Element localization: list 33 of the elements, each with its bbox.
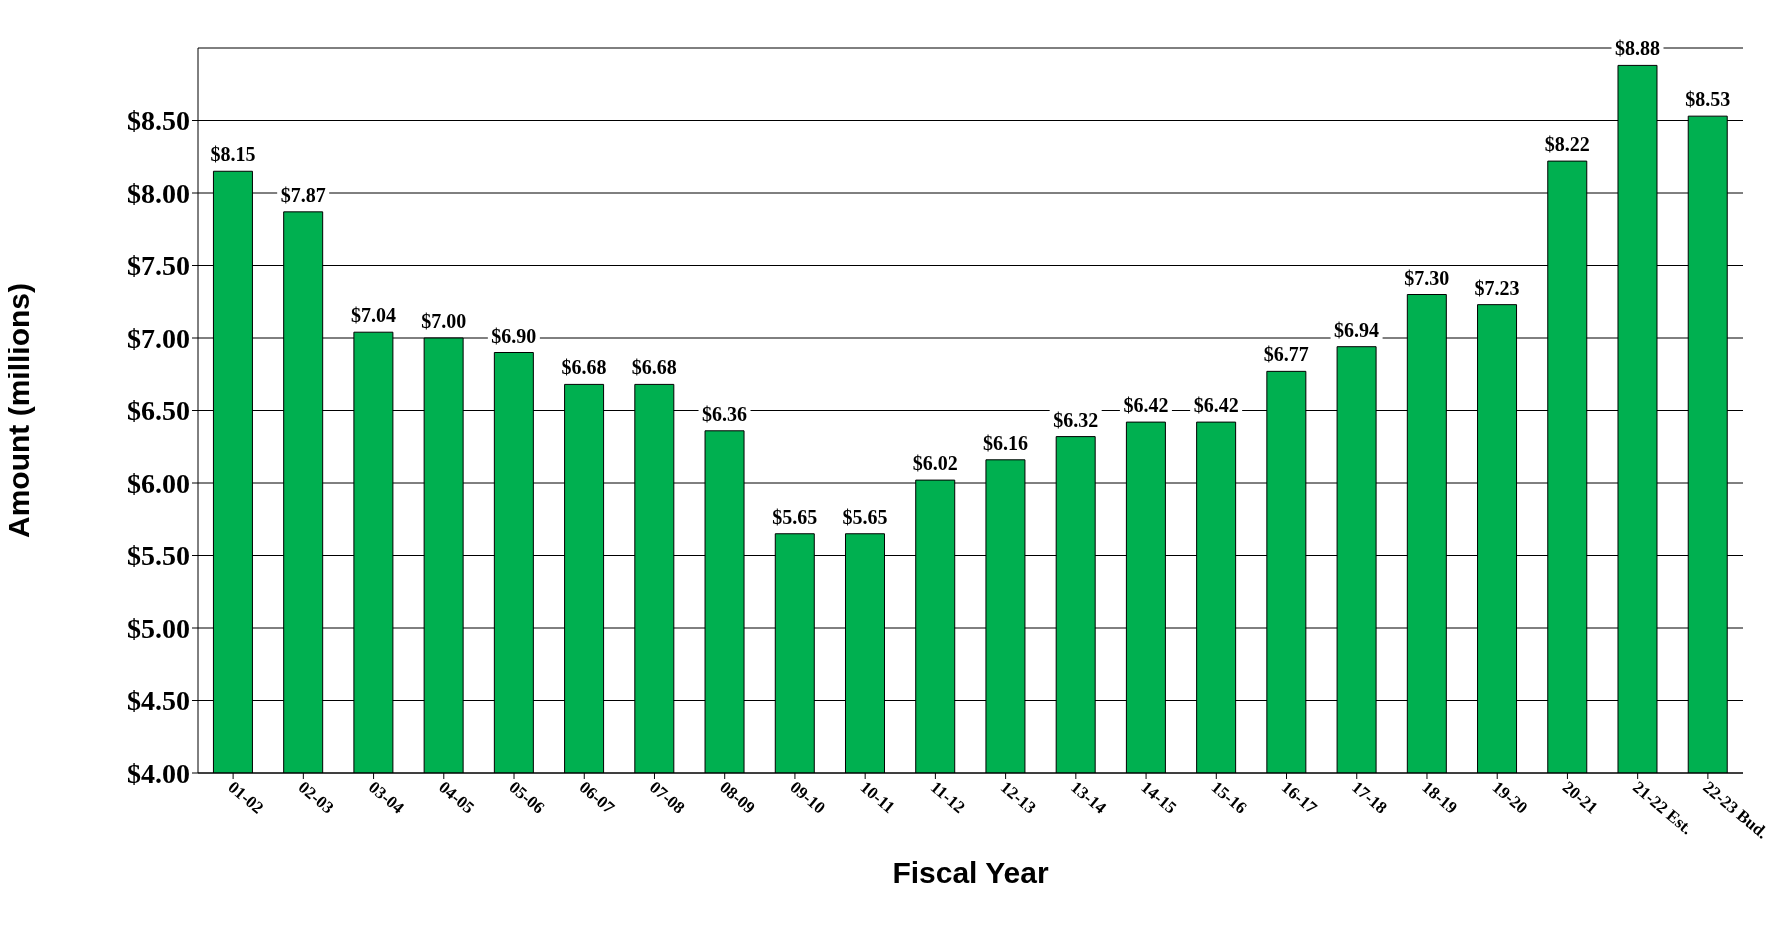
data-label: $6.68	[561, 356, 607, 379]
data-label: $8.88	[1615, 37, 1660, 60]
data-label: $6.90	[491, 324, 537, 347]
y-tick-label: $7.50	[127, 250, 190, 282]
data-label: $6.42	[1193, 394, 1239, 417]
data-label: $7.04	[350, 304, 396, 327]
y-tick-label: $4.00	[127, 757, 190, 789]
y-tick-label: $6.50	[127, 395, 190, 427]
data-label: $6.42	[1123, 394, 1169, 417]
y-tick-label: $5.00	[127, 612, 190, 644]
data-label: $6.77	[1263, 343, 1309, 366]
data-label: $5.65	[842, 505, 888, 528]
y-tick-label: $8.50	[127, 105, 190, 137]
data-label: $7.87	[280, 183, 326, 206]
data-label: $7.23	[1474, 276, 1520, 299]
y-tick-label: $4.50	[127, 685, 190, 717]
data-label: $8.15	[210, 143, 256, 166]
data-label: $6.16	[982, 431, 1028, 454]
data-label: $6.68	[631, 356, 677, 379]
data-label: $6.94	[1334, 318, 1380, 341]
data-label: $7.30	[1404, 266, 1450, 289]
data-label: $8.22	[1544, 133, 1590, 156]
y-tick-label: $6.00	[127, 467, 190, 499]
y-tick-label: $7.00	[127, 322, 190, 354]
y-tick-label: $5.50	[127, 540, 190, 572]
data-label: $7.00	[421, 310, 467, 332]
data-label: $6.02	[912, 452, 958, 475]
data-label: $6.32	[1053, 408, 1099, 431]
data-label: $8.53	[1685, 88, 1731, 111]
x-axis-title: Fiscal Year	[892, 856, 1049, 889]
data-label: $5.65	[772, 505, 818, 528]
y-tick-label: $8.00	[127, 177, 190, 209]
data-label: $6.36	[702, 402, 748, 425]
